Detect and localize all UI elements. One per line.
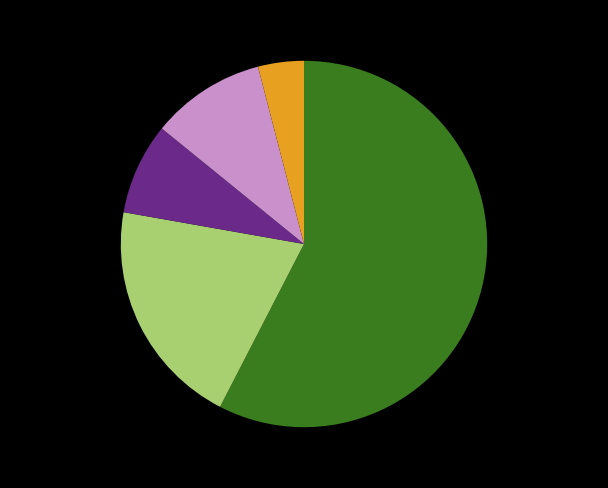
Wedge shape (220, 61, 487, 427)
Wedge shape (162, 67, 304, 244)
Wedge shape (258, 61, 304, 244)
Wedge shape (123, 128, 304, 244)
Wedge shape (121, 212, 304, 407)
